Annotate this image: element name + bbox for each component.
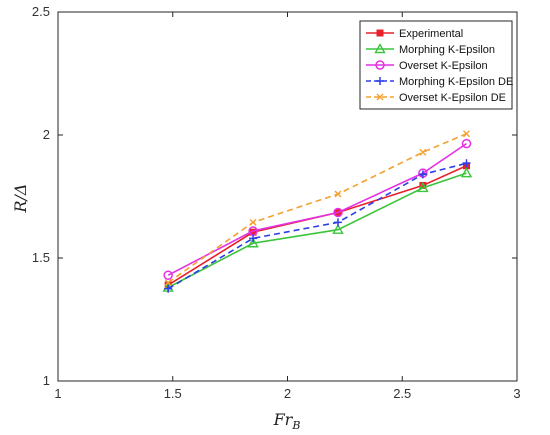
data-point bbox=[419, 148, 427, 156]
legend: Experimental Morphing K-Epsilon Overset K-… bbox=[359, 20, 513, 110]
series-5 bbox=[164, 130, 471, 287]
legend-label: Overset K-Epsilon bbox=[399, 60, 488, 72]
x-tick-label: 2 bbox=[284, 386, 291, 401]
data-point bbox=[164, 284, 173, 293]
series-4 bbox=[164, 159, 471, 293]
series-line bbox=[167, 142, 467, 276]
legend-marker bbox=[374, 43, 386, 54]
data-point bbox=[417, 181, 429, 193]
legend-marker bbox=[376, 77, 384, 85]
legend-marker bbox=[376, 29, 384, 37]
y-tick-label: 2.5 bbox=[32, 4, 50, 19]
legend-marker bbox=[375, 60, 385, 70]
series-line bbox=[167, 172, 467, 289]
y-tick-label: 1.5 bbox=[32, 250, 50, 265]
x-tick-label: 1 bbox=[54, 386, 61, 401]
data-point bbox=[463, 130, 471, 138]
data-point bbox=[462, 159, 471, 168]
data-point bbox=[418, 170, 427, 179]
legend-label: Morphing K-Epsilon bbox=[399, 44, 495, 56]
x-tick-label: 1.5 bbox=[164, 386, 182, 401]
legend-item: Morphing K-Epsilon bbox=[366, 43, 495, 56]
series-2 bbox=[162, 167, 473, 292]
data-point bbox=[333, 207, 343, 218]
legend-item: Morphing K-Epsilon DE bbox=[366, 76, 513, 88]
data-point bbox=[164, 279, 172, 287]
data-point bbox=[163, 270, 173, 280]
data-point bbox=[461, 138, 472, 149]
legend-item: Overset K-Epsilon bbox=[366, 60, 488, 72]
data-point bbox=[334, 190, 342, 198]
legend-label: Experimental bbox=[399, 28, 463, 40]
y-tick-label: 1 bbox=[43, 373, 50, 388]
data-point bbox=[247, 237, 259, 248]
legend-item: Experimental bbox=[366, 28, 463, 40]
y-axis-label: R/Δ bbox=[11, 184, 30, 214]
series-layer bbox=[162, 130, 473, 293]
x-tick-label: 2.5 bbox=[393, 386, 411, 401]
data-point bbox=[460, 167, 473, 178]
legend-item: Overset K-Epsilon DE bbox=[366, 92, 506, 104]
data-point bbox=[333, 218, 342, 227]
data-point bbox=[332, 223, 344, 234]
legend-label: Overset K-Epsilon DE bbox=[399, 92, 506, 104]
x-tick-label: 3 bbox=[513, 386, 520, 401]
x-axis-label: FrB bbox=[273, 410, 301, 432]
axes: 1 1.5 2 2.5 3 1 1.5 2 2.5 bbox=[32, 4, 521, 401]
data-point bbox=[249, 218, 257, 226]
legend-marker bbox=[376, 93, 384, 101]
legend-label: Morphing K-Epsilon DE bbox=[399, 76, 513, 88]
y-tick-label: 2 bbox=[43, 127, 50, 142]
data-point bbox=[249, 234, 258, 243]
